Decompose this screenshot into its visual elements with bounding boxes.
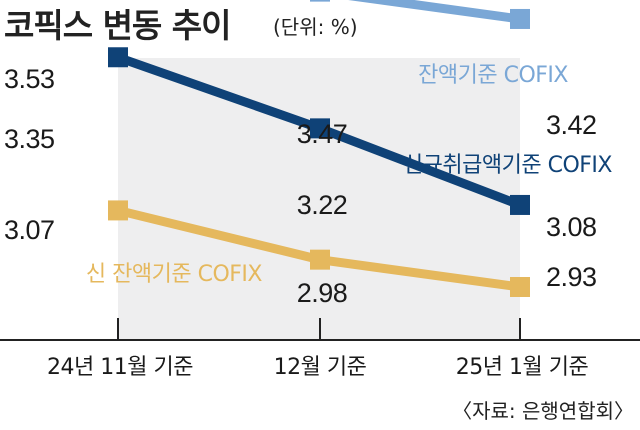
data-point-marker	[510, 277, 530, 297]
x-tick-labels: 24년 11월 기준 12월 기준 25년 1월 기준	[47, 355, 589, 380]
value-label: 3.35	[4, 124, 55, 154]
x-tick-label: 12월 기준	[274, 355, 367, 380]
x-axis	[0, 318, 640, 341]
value-labels: 3.53 3.47 3.42 3.35 3.22 3.08 3.07 2.98 2.93	[4, 64, 597, 308]
unit-label: (단위: %)	[273, 15, 358, 39]
source-note: 〈자료: 은행연합회〉	[452, 399, 634, 423]
value-label: 3.08	[546, 212, 597, 242]
value-label: 2.98	[297, 278, 348, 308]
x-tick-label: 25년 1월 기준	[456, 355, 589, 380]
series-name-label: 신 잔액기준 COFIX	[86, 262, 263, 287]
series-name-label: 신규취급액기준 COFIX	[403, 153, 612, 178]
value-label: 2.93	[546, 262, 597, 292]
data-point-marker	[310, 118, 330, 139]
data-point-marker	[510, 194, 530, 215]
series-name-labels: 잔액기준 COFIX 신규취급액기준 COFIX 신 잔액기준 COFIX	[86, 63, 613, 287]
value-label: 3.42	[546, 110, 597, 140]
value-label: 3.22	[297, 190, 348, 220]
series-markers	[108, 0, 530, 297]
data-point-marker	[108, 47, 128, 68]
series-line	[348, 0, 521, 24]
x-tick-label: 24년 11월 기준	[47, 355, 193, 380]
series-name-label: 잔액기준 COFIX	[418, 63, 568, 88]
data-point-marker	[310, 0, 330, 2]
data-point-marker	[310, 249, 330, 270]
chart-title: 코픽스 변동 추이	[4, 6, 231, 45]
data-point-marker	[510, 8, 530, 29]
value-label: 3.07	[4, 215, 55, 245]
value-label: 3.47	[297, 119, 348, 149]
plot-background	[118, 58, 520, 340]
data-point-marker	[108, 200, 128, 221]
value-label: 3.53	[4, 64, 55, 94]
